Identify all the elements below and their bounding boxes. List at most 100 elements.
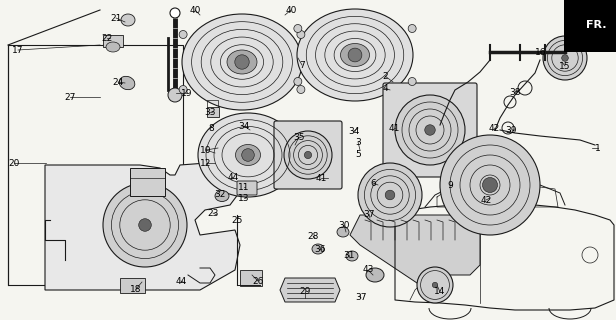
Text: 4: 4 bbox=[382, 84, 388, 92]
Text: 3: 3 bbox=[355, 138, 361, 147]
Circle shape bbox=[543, 36, 587, 80]
Text: 39: 39 bbox=[505, 125, 517, 134]
Circle shape bbox=[425, 125, 436, 135]
Text: 18: 18 bbox=[130, 284, 142, 293]
Text: 44: 44 bbox=[176, 276, 187, 285]
Text: 43: 43 bbox=[362, 266, 374, 275]
Ellipse shape bbox=[312, 244, 324, 254]
Polygon shape bbox=[45, 162, 245, 290]
Text: 27: 27 bbox=[64, 92, 76, 101]
Text: 8: 8 bbox=[208, 124, 214, 132]
Text: 2: 2 bbox=[382, 71, 388, 81]
Text: 37: 37 bbox=[363, 210, 375, 219]
Text: 40: 40 bbox=[285, 5, 297, 14]
Circle shape bbox=[417, 267, 453, 303]
Circle shape bbox=[408, 25, 416, 33]
Text: 29: 29 bbox=[299, 286, 310, 295]
Text: 13: 13 bbox=[238, 194, 249, 203]
Text: 30: 30 bbox=[338, 220, 350, 229]
Ellipse shape bbox=[337, 227, 349, 237]
Text: 32: 32 bbox=[214, 189, 225, 198]
Text: 34: 34 bbox=[348, 126, 360, 135]
Text: 22: 22 bbox=[102, 34, 113, 43]
Circle shape bbox=[482, 178, 498, 193]
Circle shape bbox=[358, 163, 422, 227]
Text: 25: 25 bbox=[232, 215, 243, 225]
Text: 42: 42 bbox=[480, 196, 492, 204]
Text: 23: 23 bbox=[208, 209, 219, 218]
Circle shape bbox=[179, 85, 187, 93]
Ellipse shape bbox=[215, 190, 229, 202]
Circle shape bbox=[139, 219, 152, 231]
Ellipse shape bbox=[182, 14, 302, 110]
Ellipse shape bbox=[119, 76, 135, 90]
Circle shape bbox=[241, 149, 254, 161]
Circle shape bbox=[170, 8, 180, 18]
Bar bbox=[240, 270, 262, 286]
Text: 26: 26 bbox=[253, 276, 264, 285]
Text: 14: 14 bbox=[434, 287, 446, 297]
Text: 34: 34 bbox=[238, 122, 249, 131]
Circle shape bbox=[440, 135, 540, 235]
Text: 7: 7 bbox=[299, 60, 305, 69]
Circle shape bbox=[294, 77, 302, 85]
Circle shape bbox=[562, 55, 569, 61]
Circle shape bbox=[284, 131, 332, 179]
Circle shape bbox=[304, 151, 312, 159]
Ellipse shape bbox=[198, 113, 298, 197]
Text: 41: 41 bbox=[315, 173, 326, 182]
Bar bbox=[103, 35, 123, 47]
Text: 20: 20 bbox=[8, 158, 20, 167]
Text: 44: 44 bbox=[227, 172, 238, 181]
Ellipse shape bbox=[121, 14, 135, 26]
Text: 37: 37 bbox=[355, 293, 367, 302]
Text: 38: 38 bbox=[509, 87, 521, 97]
Ellipse shape bbox=[106, 42, 120, 52]
Text: 5: 5 bbox=[355, 149, 361, 158]
Text: 10: 10 bbox=[200, 146, 212, 155]
Bar bbox=[8, 45, 183, 285]
Bar bbox=[120, 278, 145, 293]
Text: 42: 42 bbox=[488, 124, 500, 132]
Ellipse shape bbox=[227, 50, 257, 74]
Circle shape bbox=[179, 30, 187, 38]
Ellipse shape bbox=[341, 44, 370, 67]
FancyBboxPatch shape bbox=[237, 181, 257, 195]
Circle shape bbox=[432, 282, 438, 288]
Text: 35: 35 bbox=[293, 132, 305, 141]
Ellipse shape bbox=[366, 268, 384, 282]
Polygon shape bbox=[350, 215, 480, 285]
Circle shape bbox=[168, 88, 182, 102]
Circle shape bbox=[235, 55, 249, 69]
Text: 40: 40 bbox=[189, 5, 201, 14]
Text: 17: 17 bbox=[12, 45, 24, 54]
Circle shape bbox=[294, 25, 302, 33]
Circle shape bbox=[408, 77, 416, 85]
Circle shape bbox=[385, 190, 395, 200]
Text: 15: 15 bbox=[559, 61, 571, 70]
Text: 31: 31 bbox=[343, 251, 355, 260]
Text: 6: 6 bbox=[370, 179, 376, 188]
Text: 21: 21 bbox=[110, 13, 122, 22]
Text: 9: 9 bbox=[447, 180, 453, 189]
Circle shape bbox=[297, 30, 305, 38]
Text: 33: 33 bbox=[205, 108, 216, 116]
Text: 36: 36 bbox=[314, 244, 326, 253]
Ellipse shape bbox=[346, 251, 358, 261]
Text: 1: 1 bbox=[595, 143, 601, 153]
Text: FR.: FR. bbox=[586, 20, 606, 30]
Circle shape bbox=[297, 85, 305, 93]
Text: 24: 24 bbox=[112, 77, 124, 86]
Circle shape bbox=[348, 48, 362, 62]
Circle shape bbox=[103, 183, 187, 267]
Text: 11: 11 bbox=[238, 182, 249, 191]
Text: 19: 19 bbox=[181, 89, 193, 98]
Text: 28: 28 bbox=[307, 231, 318, 241]
Text: 41: 41 bbox=[388, 124, 400, 132]
Polygon shape bbox=[280, 278, 340, 302]
Ellipse shape bbox=[235, 145, 261, 165]
Text: 16: 16 bbox=[535, 47, 547, 57]
Text: 12: 12 bbox=[200, 158, 212, 167]
Circle shape bbox=[395, 95, 465, 165]
Bar bbox=[130, 168, 165, 196]
